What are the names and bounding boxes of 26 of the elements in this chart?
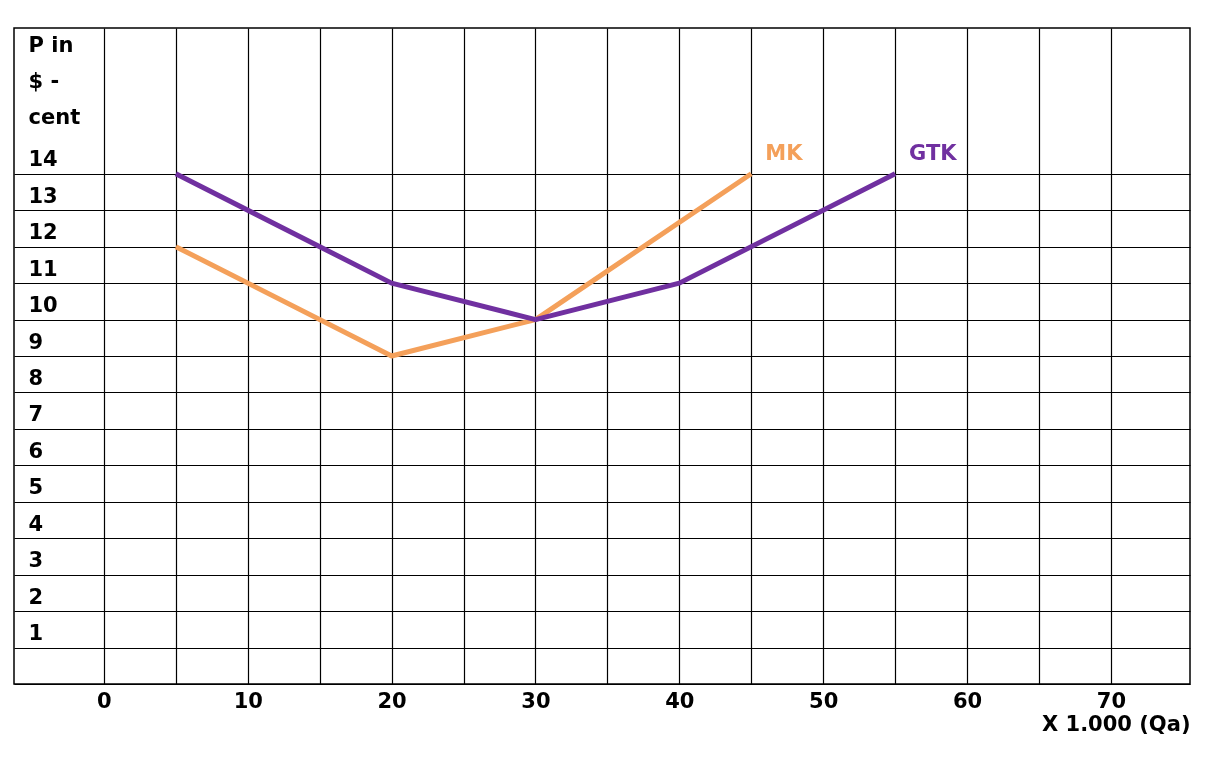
x-tick-label: 70 [1096, 688, 1126, 713]
x-tick-label: 0 [97, 688, 112, 713]
y-tick-label: 11 [28, 256, 58, 281]
y-tick-label: 3 [28, 548, 44, 573]
x-tick-label: 60 [952, 688, 983, 713]
x-tick-label: 20 [377, 688, 407, 713]
y-tick-label: 1 [28, 621, 44, 646]
y-tick-label: 12 [28, 220, 58, 245]
y-tick-label: 7 [28, 402, 44, 427]
x-axis-title: X 1.000 (Qa) [1042, 711, 1191, 736]
y-axis-title: P in $ - cent [28, 32, 81, 129]
y-tick-label: 9 [28, 329, 44, 354]
series-label: GTK [909, 140, 958, 165]
x-tick-label: 10 [233, 688, 263, 713]
y-tick-label: 5 [28, 475, 44, 500]
y-tick-label: 2 [28, 584, 44, 609]
y-tick-label: 10 [28, 293, 58, 318]
y-tick-label: 14 [28, 147, 58, 172]
x-tick-label: 40 [665, 688, 695, 713]
y-tick-label: 6 [28, 438, 44, 463]
x-tick-label: 30 [521, 688, 551, 713]
y-tick-label: 13 [28, 183, 58, 208]
y-tick-label: 4 [28, 511, 44, 536]
x-tick-label: 50 [809, 688, 839, 713]
y-tick-label: 8 [28, 365, 44, 390]
series-label: MK [765, 140, 804, 165]
